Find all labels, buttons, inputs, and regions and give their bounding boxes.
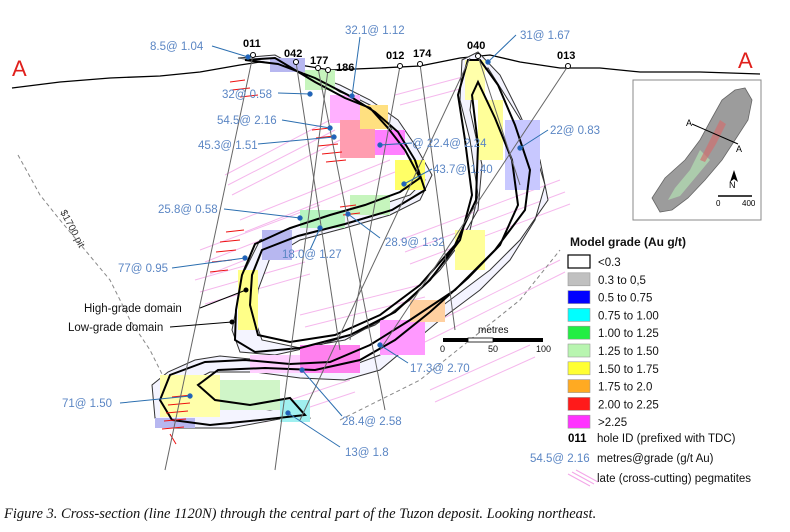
intercept-label: 22@ 0.83: [550, 125, 600, 137]
hole-id-177: 177: [310, 55, 328, 67]
legend: Model grade (Au g/t) <0.3 0.3 to 0,5 0.5 t…: [530, 235, 751, 487]
intercept-label: 18.0@ 1.27: [282, 249, 342, 261]
topography-line: [11, 54, 761, 89]
low-grade-domain-label: Low-grade domain: [68, 322, 163, 334]
pit-outline: [17, 154, 166, 381]
intercept-label: 54.5@ 2.16: [217, 115, 277, 127]
pegmatite-lines: [194, 74, 571, 423]
legend-item-label: 1.50 to 1.75: [598, 364, 659, 376]
intercept-label: 32@ 0.58: [222, 89, 272, 101]
scale-tick-100: 100: [536, 344, 551, 354]
legend-pegmatite-text: late (cross-cutting) pegmatites: [597, 473, 751, 485]
cross-section-figure: $1700 pit: [11, 25, 762, 487]
intercept-label: 43.7@ 1.40: [433, 164, 493, 176]
legend-title: Model grade (Au g/t): [570, 235, 686, 249]
legend-swatch: [567, 325, 591, 340]
legend-item-label: 0.75 to 1.00: [598, 310, 659, 322]
legend-item-label: >2.25: [598, 417, 627, 429]
intercept-label: 77@ 0.95: [118, 263, 168, 275]
legend-hole-id-text: hole ID (prefixed with TDC): [597, 433, 736, 445]
hole-id-186: 186: [336, 62, 354, 74]
intercept-label: @ 22.4@ 2.24: [412, 138, 487, 150]
pit-outline-right: [339, 249, 561, 421]
hole-id-012: 012: [386, 50, 404, 62]
domain-pointers: [169, 287, 249, 328]
north-arrow-icon: N: [729, 170, 738, 190]
hole-id-labels: 011 042 177 186 012 174 040 013: [243, 38, 575, 74]
legend-swatch: [567, 308, 591, 322]
pegmatite-legend-icon: [567, 469, 599, 487]
legend-item-label: <0.3: [598, 257, 621, 269]
legend-swatch: [567, 254, 591, 269]
inset-north: N: [729, 180, 736, 190]
legend-item-label: 0.5 to 0.75: [598, 293, 652, 305]
hole-id-011: 011: [243, 38, 261, 50]
intercept-leaders: [119, 34, 549, 448]
intercept-label: 71@ 1.50: [62, 398, 112, 410]
legend-hole-id-sample: 011: [568, 433, 587, 445]
legend-swatch: [567, 397, 591, 411]
legend-swatch: [567, 414, 591, 429]
inset-scale-0: 0: [716, 199, 721, 208]
legend-item-label: 0.3 to 0,5: [598, 275, 646, 287]
high-grade-domain-label: High-grade domain: [84, 303, 182, 315]
figure-caption: Figure 3. Cross-section (line 1120N) thr…: [4, 506, 597, 522]
legend-item-label: 2.00 to 2.25: [598, 399, 659, 411]
legend-swatch: [567, 343, 591, 358]
hole-id-174: 174: [413, 48, 432, 60]
inset-scale-400: 400: [742, 199, 756, 208]
inset-label-a1: A: [686, 118, 692, 128]
scale-bar: metres 0 50 100: [440, 325, 551, 354]
legend-grade-sample: 54.5@ 2.16: [530, 453, 590, 465]
legend-item-label: 1.75 to 2.0: [598, 382, 652, 394]
legend-items: <0.3 0.3 to 0,5 0.5 to 0.75 0.75 to 1.00 1.0…: [567, 254, 659, 429]
scale-bar-title: metres: [478, 325, 509, 336]
intercept-labels: 8.5@ 1.04 32@ 0.58 54.5@ 2.16 45.3@ 1.51…: [62, 25, 600, 459]
intercept-label: 28.9@ 1.32: [385, 237, 445, 249]
scale-tick-50: 50: [488, 344, 498, 354]
high-grade-domain-outline: [158, 56, 532, 427]
intercept-label: 13@ 1.8: [345, 447, 389, 459]
legend-swatch: [567, 290, 591, 304]
intercept-label: 31@ 1.67: [520, 30, 570, 42]
intercept-label: 25.8@ 0.58: [158, 204, 218, 216]
legend-item-label: 1.00 to 1.25: [598, 328, 659, 340]
section-end-right: A: [738, 48, 753, 73]
collars: [250, 52, 571, 73]
scale-tick-0: 0: [440, 344, 445, 354]
legend-item-label: 1.25 to 1.50: [598, 346, 659, 358]
hole-id-040: 040: [467, 40, 485, 52]
legend-grade-text: metres@grade (g/t Au): [597, 453, 714, 465]
hole-id-042: 042: [284, 48, 302, 60]
section-end-left: A: [12, 56, 27, 81]
legend-swatch: [567, 361, 591, 376]
pit-label: $1700 pit: [57, 208, 86, 250]
drill-traces: [164, 54, 569, 471]
intercept-label: 8.5@ 1.04: [150, 41, 204, 53]
intercept-label: 32.1@ 1.12: [345, 25, 405, 37]
legend-swatch: [567, 272, 591, 287]
legend-swatch: [567, 379, 591, 393]
intercept-label: 28.4@ 2.58: [342, 416, 402, 428]
inset-label-a2: A: [736, 144, 742, 154]
intercept-label: 45.3@ 1.51: [198, 140, 258, 152]
intercept-label: 17.3@ 2.70: [410, 363, 470, 375]
hole-id-013: 013: [557, 50, 575, 62]
inset-map: A A N 0 400: [632, 79, 762, 221]
